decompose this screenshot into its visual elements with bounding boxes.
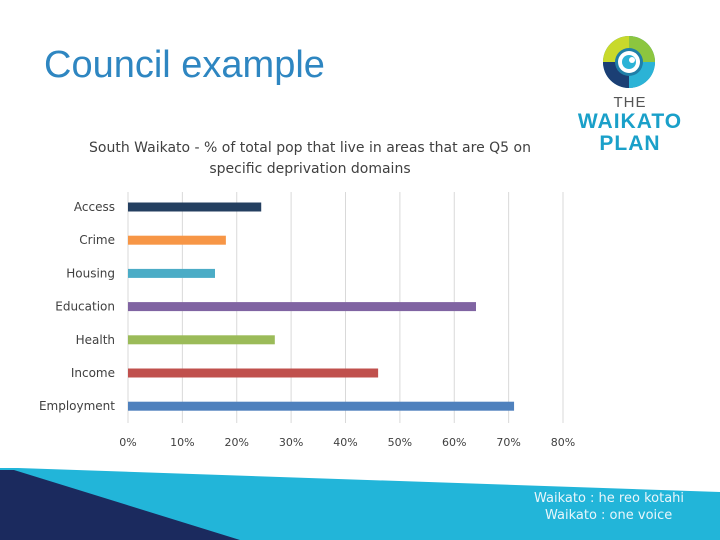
logo-swirl-icon — [603, 36, 655, 88]
bar-access — [128, 202, 262, 212]
category-label: Employment — [39, 399, 115, 413]
bar-education — [128, 302, 476, 312]
x-tick-label: 70% — [496, 436, 520, 449]
x-tick-label: 50% — [388, 436, 412, 449]
bar-income — [128, 368, 379, 378]
chart-title: South Waikato - % of total pop that live… — [89, 140, 531, 177]
category-label: Housing — [66, 266, 115, 280]
category-label: Crime — [79, 233, 115, 247]
footer-wave-shape — [0, 468, 720, 540]
x-tick-label: 40% — [333, 436, 357, 449]
category-label: Income — [71, 366, 115, 380]
bar-health — [128, 335, 275, 345]
deprivation-bar-chart: 0% 10% 20% 30% 40% 50% 60% 70% 80% Access Crime Hou… — [39, 192, 575, 449]
bar-crime — [128, 235, 226, 245]
category-label: Education — [55, 300, 115, 314]
x-tick-label: 60% — [442, 436, 466, 449]
category-label: Health — [76, 333, 115, 347]
logo-line-the: THE — [613, 94, 647, 111]
footer-tagline-maori: Waikato : he reo kotahi — [534, 491, 685, 506]
waikato-plan-logo: THE WAIKATO PLAN — [566, 30, 694, 160]
bar-housing — [128, 268, 215, 278]
logo-line-plan: PLAN — [599, 132, 661, 155]
x-tick-label: 0% — [119, 436, 136, 449]
x-tick-label: 20% — [225, 436, 249, 449]
category-label: Access — [74, 200, 115, 214]
bar-employment — [128, 401, 515, 411]
x-tick-label: 30% — [279, 436, 303, 449]
x-tick-label: 10% — [170, 436, 194, 449]
slide-title: Council example — [44, 44, 325, 86]
footer-band: Waikato : he reo kotahi Waikato : one vo… — [0, 464, 720, 540]
x-tick-label: 80% — [551, 436, 575, 449]
logo-line-waikato: WAIKATO — [577, 110, 683, 133]
footer-tagline-english: Waikato : one voice — [545, 508, 673, 523]
